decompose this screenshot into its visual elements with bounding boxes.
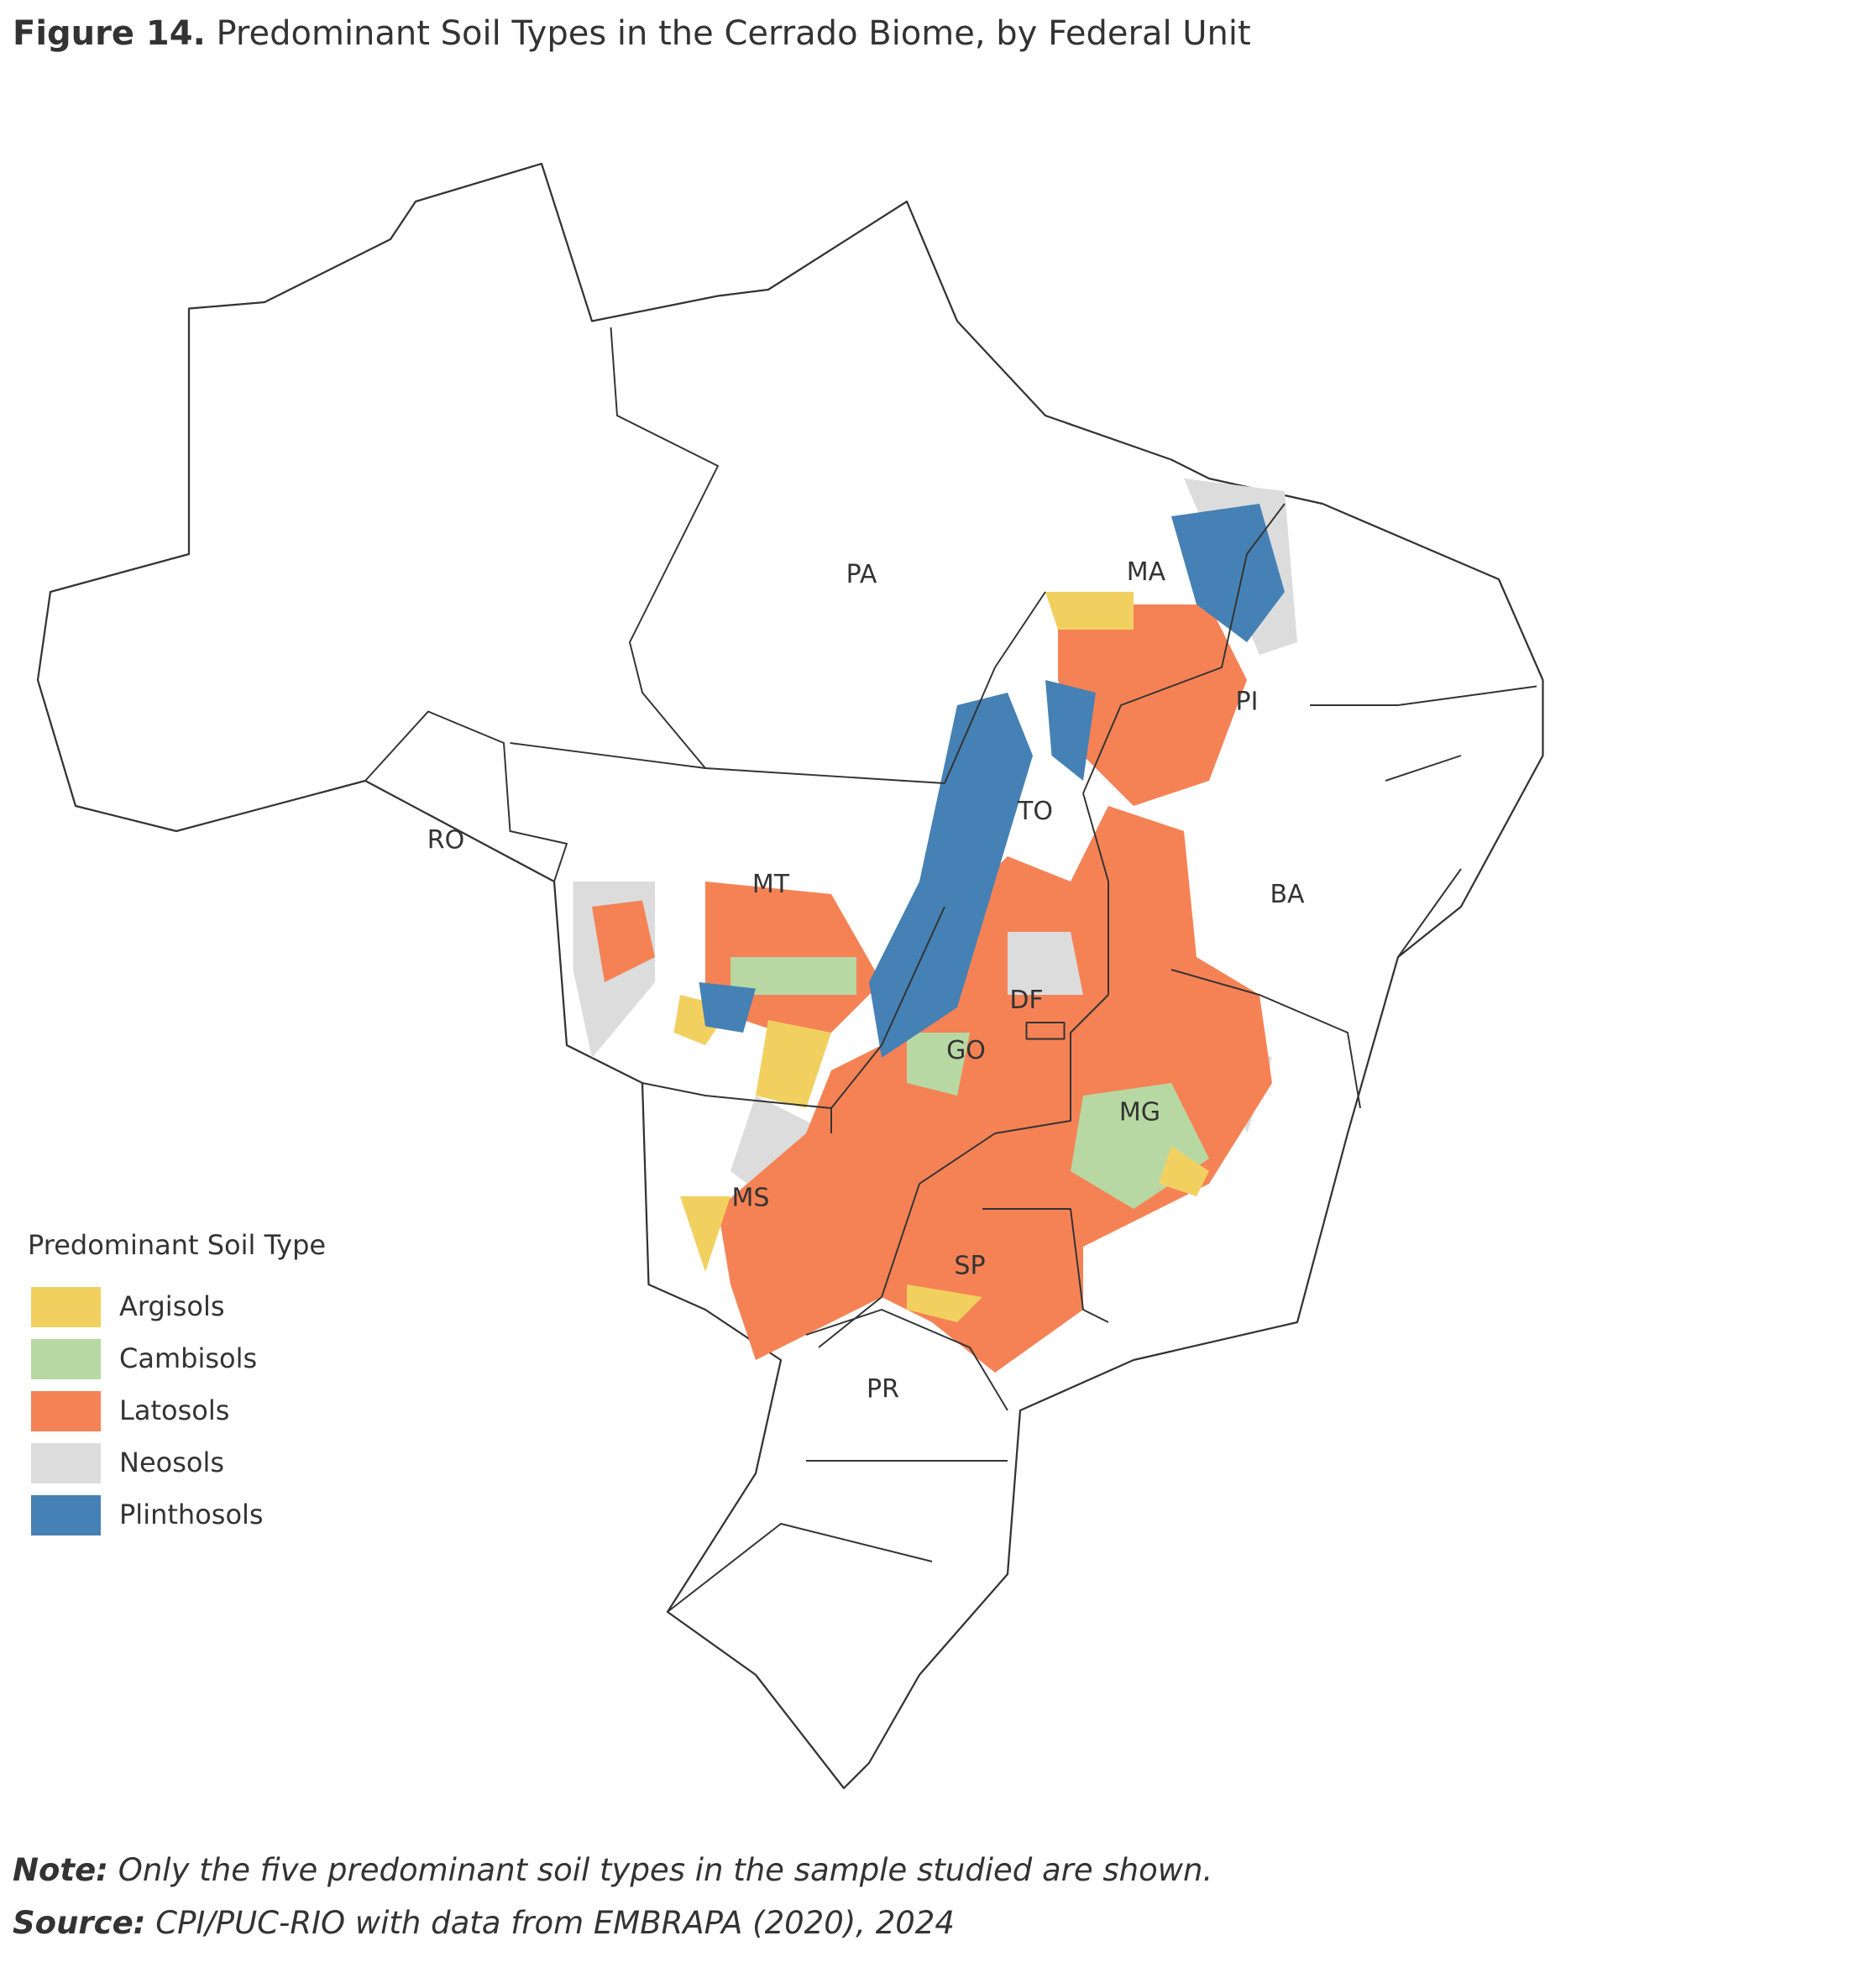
soil-patch — [1159, 1146, 1209, 1196]
soil-patch — [756, 1020, 831, 1108]
state-label: RO — [427, 826, 464, 855]
soil-patch — [680, 1196, 731, 1272]
state-label: PR — [867, 1375, 899, 1405]
source-label: Source: — [13, 1905, 145, 1941]
title-label: Figure 14. — [13, 14, 206, 53]
legend-swatch — [31, 1391, 101, 1431]
soil-patch — [1045, 680, 1096, 781]
state-label: MG — [1119, 1098, 1160, 1127]
state-label: DF — [1009, 986, 1043, 1015]
legend-title: Predominant Soil Type — [28, 1229, 326, 1261]
soil-patch — [718, 806, 1272, 1373]
soil-patch — [731, 957, 856, 995]
state-label: GO — [946, 1036, 986, 1065]
legend-swatch — [31, 1443, 101, 1483]
source-text: CPI/PUC-RIO with data from EMBRAPA (2020… — [155, 1905, 955, 1941]
note-text: Only the five predominant soil types in … — [118, 1852, 1213, 1888]
state-boundaries — [364, 327, 1537, 1613]
state-labels: PA MA PI TO RO MT BA DF GO MG MS SP PR — [427, 557, 1305, 1405]
legend: Argisols Cambisols Latosols Neosols Plinthos… — [31, 1287, 264, 1535]
state-label: PI — [1236, 688, 1259, 717]
legend-label: Cambisols — [119, 1342, 257, 1374]
state-label: TO — [1017, 797, 1053, 826]
soil-patches — [573, 479, 1297, 1373]
figure-title: Figure 14. Predominant Soil Types in the… — [13, 14, 1251, 53]
legend-label: Neosols — [119, 1447, 224, 1478]
legend-label: Latosols — [119, 1394, 229, 1426]
title-text: Predominant Soil Types in the Cerrado Bi… — [217, 14, 1251, 53]
state-label: MA — [1127, 557, 1166, 587]
state-label: MT — [752, 870, 790, 899]
legend-swatch — [31, 1495, 101, 1535]
soil-patch — [699, 982, 756, 1033]
legend-label: Plinthosols — [119, 1499, 264, 1530]
source: Source: CPI/PUC-RIO with data from EMBRA… — [13, 1905, 955, 1941]
soil-patch — [592, 900, 655, 982]
soil-patch — [869, 693, 1033, 1058]
soil-patch — [1058, 604, 1247, 806]
note-label: Note: — [13, 1852, 108, 1888]
soil-patch — [1171, 504, 1285, 642]
state-label: BA — [1270, 880, 1305, 909]
state-label: MS — [732, 1184, 770, 1213]
soil-patch — [1045, 592, 1134, 630]
map: PA MA PI TO RO MT BA DF GO MG MS SP PR — [36, 162, 1544, 1790]
legend-swatch — [31, 1287, 101, 1327]
legend-label: Argisols — [119, 1290, 225, 1322]
soil-patch — [907, 1284, 982, 1322]
state-label: SP — [954, 1252, 985, 1281]
soil-patch — [1008, 932, 1083, 995]
note: Note: Only the five predominant soil typ… — [13, 1852, 1212, 1888]
soil-patch — [907, 1033, 970, 1096]
state-label: PA — [846, 560, 877, 589]
legend-swatch — [31, 1339, 101, 1379]
